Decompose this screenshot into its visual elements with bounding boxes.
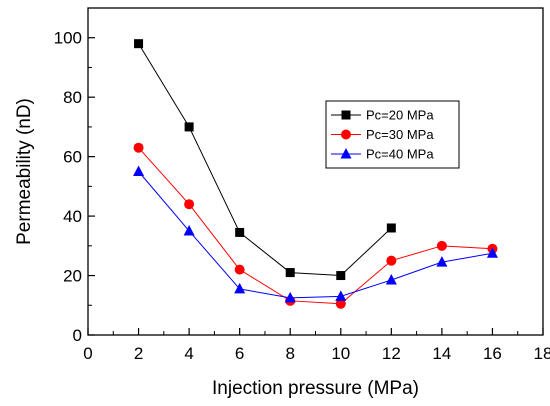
y-tick-label: 100 — [54, 29, 82, 48]
data-point — [336, 271, 346, 281]
data-point — [184, 122, 194, 132]
legend-entry: Pc=20 MPa — [331, 108, 434, 123]
legend-label: Pc=40 MPa — [366, 147, 434, 162]
legend-entry: Pc=30 MPa — [331, 127, 434, 142]
x-tick-label: 14 — [432, 344, 451, 363]
data-point — [133, 165, 145, 176]
legend-marker — [341, 110, 351, 120]
data-point — [184, 199, 195, 210]
data-point — [385, 274, 397, 285]
x-axis-title: Injection pressure (MPa) — [212, 378, 419, 399]
x-tick-label: 12 — [382, 344, 401, 363]
data-point — [335, 290, 347, 301]
x-tick-label: 6 — [235, 344, 244, 363]
legend-label: Pc=20 MPa — [366, 108, 434, 123]
legend-marker — [340, 148, 352, 159]
x-tick-label: 18 — [534, 344, 550, 363]
x-tick-label: 10 — [331, 344, 350, 363]
x-tick-label: 2 — [134, 344, 143, 363]
data-point — [436, 256, 448, 267]
legend-entry: Pc=40 MPa — [331, 147, 434, 162]
y-tick-label: 80 — [63, 88, 82, 107]
data-point — [234, 264, 245, 275]
y-axis-ticks: 0 20 40 60 80 100 — [54, 7, 95, 345]
legend-marker — [341, 129, 351, 140]
x-axis-ticks: 0 2 4 6 8 10 12 14 16 18 — [83, 328, 550, 363]
data-point — [183, 224, 195, 236]
legend: Pc=20 MPa Pc=30 MPa Pc=40 MPa — [325, 100, 460, 169]
y-tick-label: 40 — [63, 207, 82, 226]
plot-frame — [87, 7, 544, 336]
data-point — [436, 240, 447, 251]
series-layer — [133, 39, 498, 309]
x-tick-label: 0 — [83, 344, 92, 363]
plot-border — [87, 7, 544, 336]
x-tick-label: 4 — [184, 344, 193, 363]
y-tick-label: 0 — [73, 326, 82, 345]
series-line — [138, 43, 392, 277]
data-point — [235, 227, 245, 237]
series-line — [138, 147, 493, 305]
x-tick-label: 8 — [285, 344, 294, 363]
data-point — [133, 142, 144, 153]
y-axis-title: Permeability (nD) — [14, 98, 35, 245]
y-tick-label: 20 — [63, 267, 82, 286]
data-point — [284, 291, 296, 303]
series-line — [138, 171, 493, 299]
data-point — [335, 298, 346, 309]
legend-label: Pc=30 MPa — [366, 127, 434, 142]
data-point — [386, 255, 397, 266]
series-1 — [134, 39, 396, 281]
series-3 — [133, 165, 498, 303]
data-point — [234, 282, 246, 294]
data-point — [386, 223, 396, 233]
data-point — [285, 268, 295, 278]
data-point — [134, 39, 144, 49]
y-tick-label: 60 — [63, 148, 82, 167]
x-tick-label: 16 — [483, 344, 502, 363]
data-point — [486, 247, 498, 258]
